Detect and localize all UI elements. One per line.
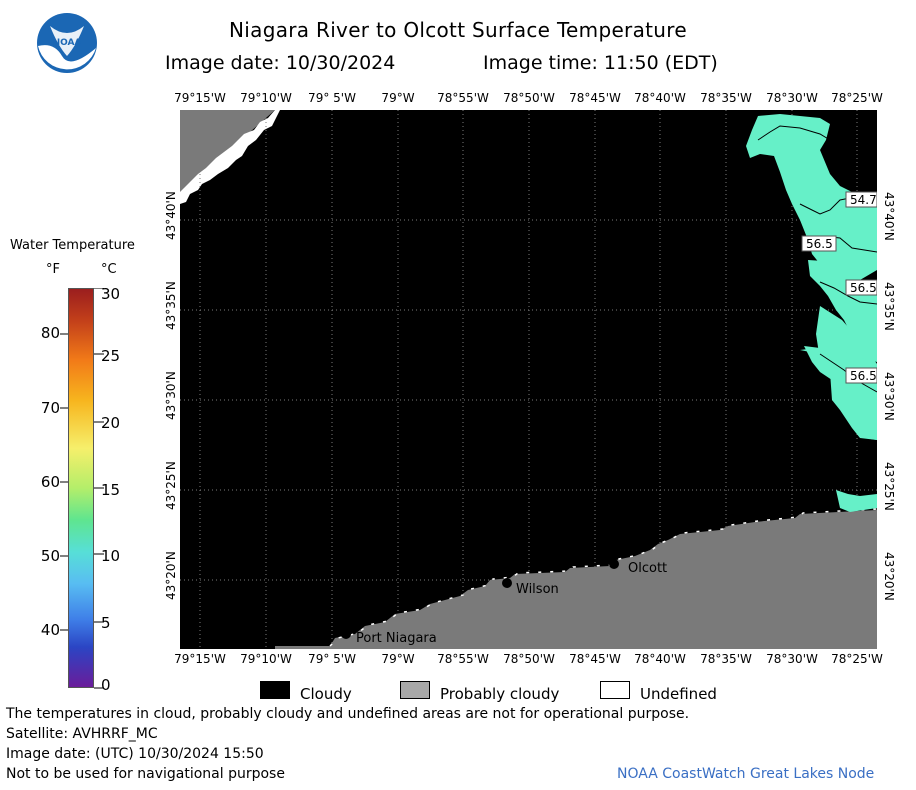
lat-label: 43°30'N (164, 371, 178, 420)
isotherm-label: 56.5 (850, 281, 877, 295)
isotherm-label: 56.5 (806, 237, 833, 251)
isotherm-label: 54.7 (850, 193, 877, 207)
isotherm-label: 56.5 (850, 369, 877, 383)
lon-label: 79°10'W (240, 91, 292, 105)
f-tick: 60 (40, 473, 60, 491)
c-tick: 5 (101, 614, 111, 632)
lon-label: 78°25'W (831, 652, 883, 666)
c-tick: 10 (101, 547, 121, 565)
logo-text: NOAA (53, 38, 82, 48)
f-tick: 40 (40, 621, 60, 639)
c-tick: 15 (101, 481, 121, 499)
legend-title: Water Temperature (10, 238, 135, 253)
f-tick: 80 (40, 324, 60, 342)
undefined-label: Undefined (640, 685, 717, 703)
f-tick: 70 (40, 399, 60, 417)
lat-label: 43°35'N (164, 281, 178, 330)
olcott-marker (609, 559, 619, 569)
c-tick: 20 (101, 414, 121, 432)
place-label-port-niagara: Port Niagara (356, 631, 437, 646)
color-scale-ticks (60, 288, 104, 689)
map-title: Niagara River to Olcott Surface Temperat… (229, 18, 687, 42)
c-tick: 25 (101, 347, 121, 365)
lon-label: 78°50'W (503, 652, 555, 666)
navigation-warning: Not to be used for navigational purpose (6, 766, 285, 782)
undefined-strip (180, 110, 280, 204)
image-date: Image date: 10/30/2024 (165, 52, 396, 74)
noaa-logo: NOAA (36, 12, 98, 74)
lon-label: 78°55'W (437, 91, 489, 105)
cloudy-swatch (260, 681, 290, 699)
lat-label: 43°25'N (882, 462, 896, 511)
lon-label: 79° 5'W (308, 91, 356, 105)
legend-unit-f: °F (46, 262, 60, 277)
isotherm-labels: 54.7 56.5 56.5 56.5 (801, 191, 877, 384)
lon-label: 78°40'W (634, 652, 686, 666)
lat-label: 43°40'N (164, 191, 178, 240)
lat-label: 43°35'N (882, 282, 896, 331)
lat-label: 43°20'N (882, 552, 896, 601)
lat-label: 43°30'N (882, 372, 896, 421)
lon-label: 79°15'W (174, 91, 226, 105)
lon-label: 79°10'W (240, 652, 292, 666)
port-niagara-marker (341, 629, 351, 639)
lon-label: 78°30'W (766, 91, 818, 105)
lon-label: 78°35'W (700, 91, 752, 105)
satellite-text: Satellite: AVHRRF_MC (6, 726, 158, 742)
utc-date-text: Image date: (UTC) 10/30/2024 15:50 (6, 746, 264, 762)
image-time: Image time: 11:50 (EDT) (483, 52, 718, 74)
c-tick: 30 (101, 285, 121, 303)
c-tick: 0 (101, 676, 111, 694)
cloudy-label: Cloudy (300, 685, 352, 703)
place-label-olcott: Olcott (628, 561, 667, 576)
place-label-wilson: Wilson (516, 582, 559, 597)
probably-cloudy-label: Probably cloudy (440, 685, 560, 703)
lon-label: 79°15'W (174, 652, 226, 666)
undefined-swatch (600, 681, 630, 699)
lon-label: 78°50'W (503, 91, 555, 105)
lon-label: 78°25'W (831, 91, 883, 105)
lon-label: 79°W (381, 91, 415, 105)
wilson-marker (502, 578, 512, 588)
credit-link[interactable]: NOAA CoastWatch Great Lakes Node (617, 766, 875, 782)
lon-label: 78°35'W (700, 652, 752, 666)
lat-label: 43°25'N (164, 461, 178, 510)
legend-unit-c: °C (101, 262, 117, 277)
lon-label: 78°55'W (437, 652, 489, 666)
probably-cloudy-swatch (400, 681, 430, 699)
color-scale-bar (68, 288, 94, 688)
lon-label: 79°W (381, 652, 415, 666)
disclaimer-text: The temperatures in cloud, probably clou… (6, 706, 690, 722)
temperature-map: 54.7 56.5 56.5 56.5 Olcott Wilson Port N… (180, 110, 877, 649)
lon-label: 79° 5'W (308, 652, 356, 666)
lon-label: 78°30'W (766, 652, 818, 666)
lat-label: 43°40'N (882, 192, 896, 241)
lon-label: 78°40'W (634, 91, 686, 105)
graticule (180, 110, 877, 649)
lon-label: 78°45'W (569, 91, 621, 105)
lon-label: 78°45'W (569, 652, 621, 666)
f-tick: 50 (40, 547, 60, 565)
lat-label: 43°20'N (164, 551, 178, 600)
land-top-left (180, 110, 275, 198)
